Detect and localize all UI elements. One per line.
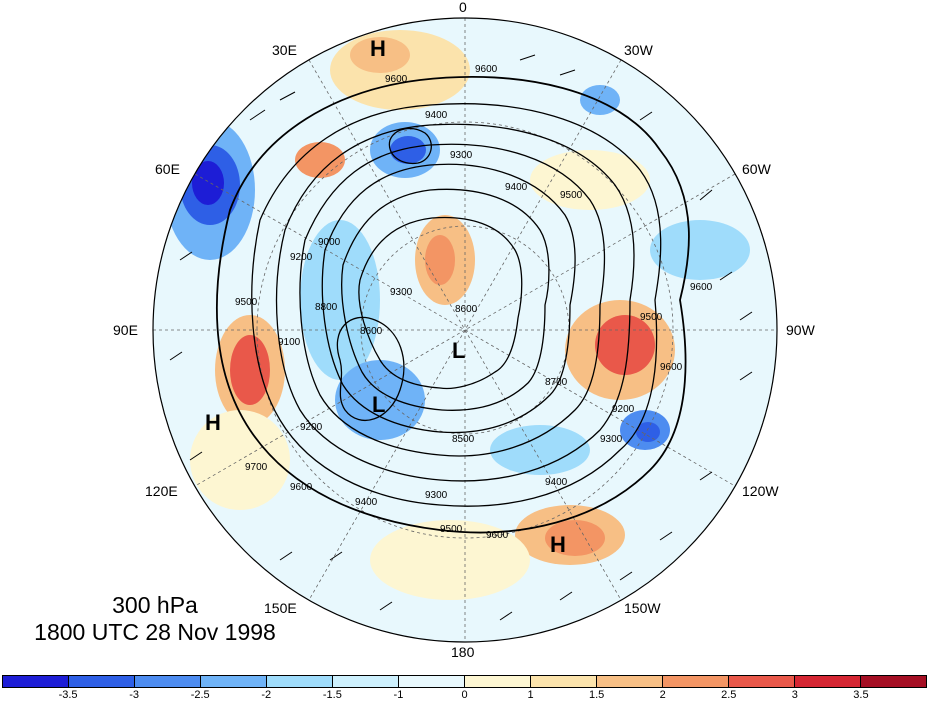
contour-label: 9600: [486, 530, 509, 541]
contour-labels: 9600 9600 9400 9300 9500 9400 9200 9000 …: [235, 64, 713, 541]
contour-label: 8600: [455, 304, 478, 315]
contour-label: 8800: [315, 302, 338, 313]
contour-label: 9600: [660, 362, 683, 373]
contour-label: 9300: [390, 287, 413, 298]
lon-label-150w: 150W: [624, 600, 661, 616]
colorbar-segment: [333, 676, 399, 687]
map-boundary: [152, 17, 778, 643]
colorbar-segment: [135, 676, 201, 687]
contour-label: 9200: [300, 422, 323, 433]
colorbar-tick-label: 0: [461, 689, 468, 701]
lon-label-0: 0: [459, 0, 467, 15]
contour-label: 9300: [600, 434, 623, 445]
contour-label: 8600: [360, 326, 383, 337]
colorbar-segment: [465, 676, 531, 687]
colorbar-segment: [597, 676, 663, 687]
contour-label: 9400: [425, 110, 448, 121]
colorbar-tick-label: 2: [659, 689, 666, 701]
map-caption: 300 hPa 1800 UTC 28 Nov 1998: [0, 592, 310, 646]
pressure-markers: H H H L L: [205, 36, 566, 557]
colorbar-segment: [531, 676, 597, 687]
high-marker: H: [550, 532, 566, 557]
lon-label-120w: 120W: [742, 483, 779, 499]
low-marker: L: [452, 338, 465, 363]
high-marker: H: [370, 36, 386, 61]
level-label: 300 hPa: [112, 592, 198, 618]
longitude-labels: 0 30W 60W 90W 120W 150W 180 150E 120E 90…: [113, 0, 816, 660]
contour-label: 8500: [452, 434, 475, 445]
high-marker: H: [205, 410, 221, 435]
height-contours: [216, 75, 690, 534]
colorbar-tick-label: -2.5: [190, 689, 210, 701]
colorbar-segment: [795, 676, 861, 687]
colorbar: [2, 675, 927, 688]
contour-label: 9600: [475, 64, 498, 75]
colorbar-tick-label: 1: [527, 689, 534, 701]
colorbar-tick-label: -3: [129, 689, 140, 701]
time-label: 1800 UTC 28 Nov 1998: [34, 619, 276, 645]
contour-label: 9300: [450, 150, 473, 161]
lon-label-150e: 150E: [264, 600, 297, 616]
contour-label: 9100: [278, 337, 301, 348]
contour-label: 9500: [235, 297, 258, 308]
map-disk: 9600 9600 9400 9300 9500 9400 9200 9000 …: [153, 18, 777, 642]
contour-label: 9200: [290, 252, 313, 263]
lon-label-90w: 90W: [786, 322, 816, 338]
colorbar-segment: [3, 676, 69, 687]
lon-label-60e: 60E: [155, 161, 180, 177]
colorbar-tick-label: -1: [393, 689, 404, 701]
colorbar-ticks: -3.5 -3 -2.5 -2 -1.5 -1 0 1 1.5 2 2.5 3 3.5: [0, 689, 928, 703]
colorbar-tick-label: -2: [261, 689, 272, 701]
contour-label: 9500: [640, 312, 663, 323]
colorbar-segment: [201, 676, 267, 687]
colorbar-tick-label: -3.5: [58, 689, 78, 701]
colorbar-tick-label: 3: [791, 689, 798, 701]
colorbar-tick-label: -1.5: [322, 689, 342, 701]
contour-label: 9400: [545, 477, 568, 488]
colorbar-segment: [729, 676, 795, 687]
colorbar-segment: [861, 676, 926, 687]
contour-label: 9500: [560, 190, 583, 201]
contour-label: 9600: [385, 74, 408, 85]
contour-label: 8700: [545, 377, 568, 388]
contour-label: 9500: [440, 524, 463, 535]
colorbar-tick-label: 3.5: [853, 689, 869, 701]
lon-label-120e: 120E: [145, 483, 178, 499]
colorbar-tick-label: 1.5: [588, 689, 605, 701]
colorbar-segment: [69, 676, 135, 687]
contour-label: 9600: [290, 482, 313, 493]
contour-label: 9000: [318, 237, 341, 248]
contour-label: 9200: [612, 404, 635, 415]
colorbar-segment: [267, 676, 333, 687]
lon-label-60w: 60W: [742, 161, 772, 177]
colorbar-tick-label: 2.5: [721, 689, 737, 701]
contour-label: 9400: [505, 182, 528, 193]
lon-label-30e: 30E: [272, 42, 297, 58]
lon-label-90e: 90E: [113, 322, 138, 338]
lon-label-30w: 30W: [624, 42, 654, 58]
wind-barbs: [169, 54, 753, 621]
contour-label: 9300: [425, 490, 448, 501]
low-marker: L: [372, 392, 385, 417]
contour-label: 9600: [690, 282, 713, 293]
contour-label: 9400: [355, 497, 378, 508]
colorbar-segment: [663, 676, 729, 687]
lon-label-180: 180: [451, 644, 475, 660]
contour-label: 9700: [245, 462, 268, 473]
colorbar-segment: [399, 676, 465, 687]
